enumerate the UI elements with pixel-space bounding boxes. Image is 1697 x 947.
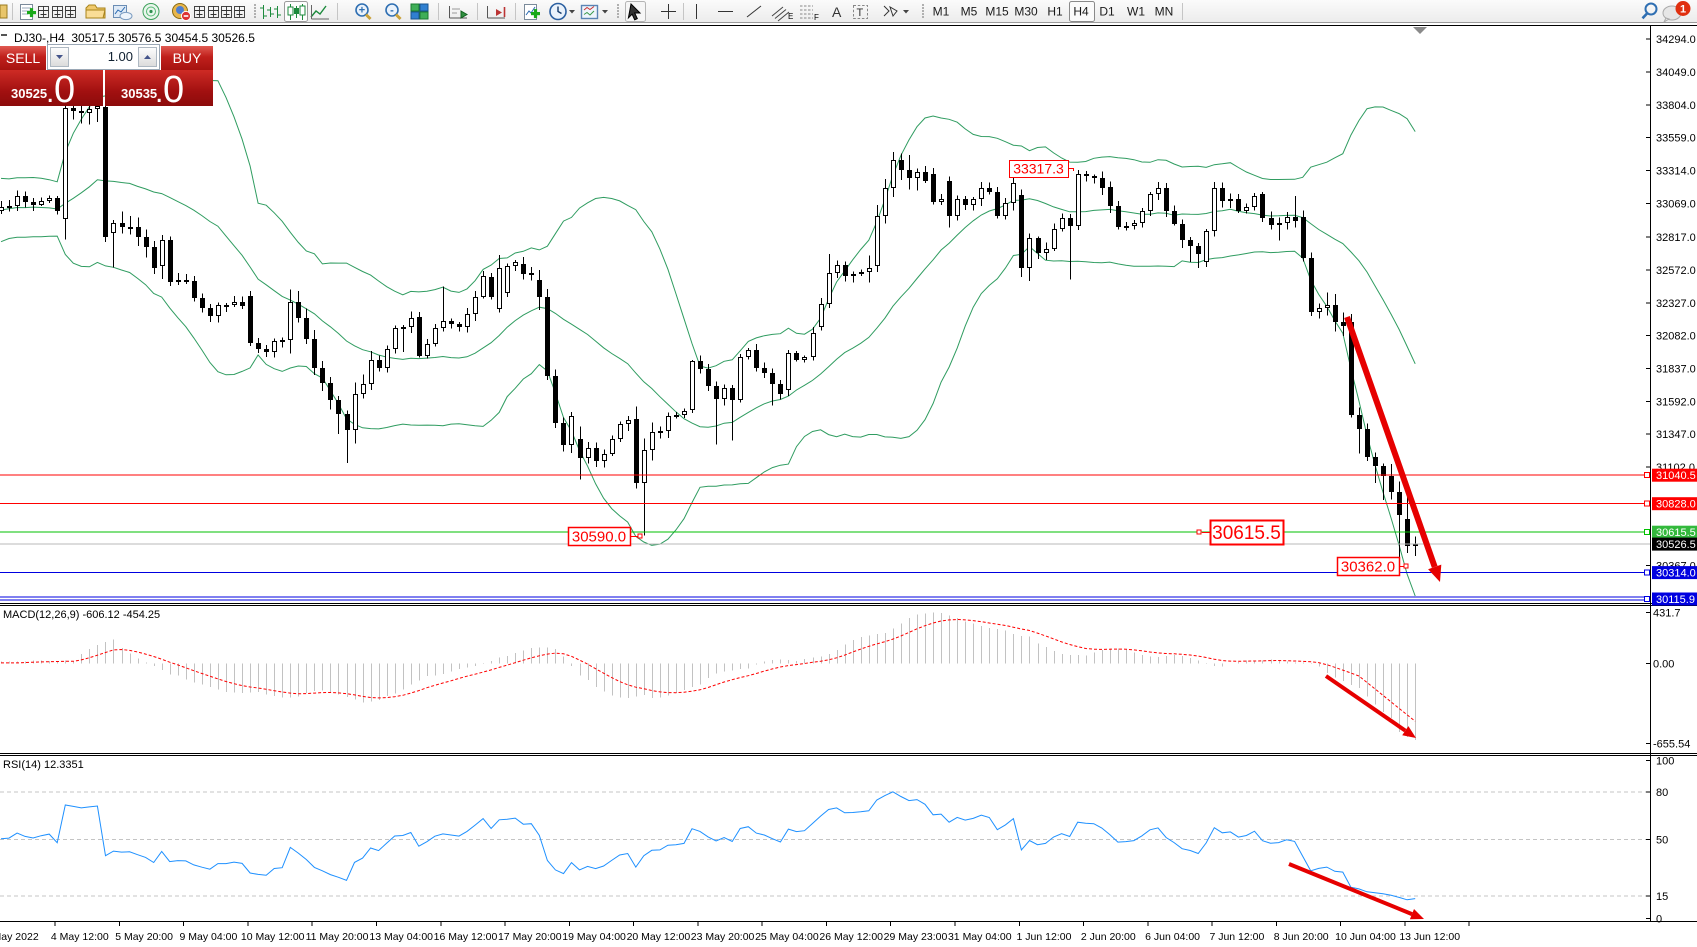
svg-text:1: 1 [1680,4,1686,16]
svg-text:30115.9: 30115.9 [1656,594,1695,606]
svg-text:F: F [814,13,819,22]
svg-text:30828.0: 30828.0 [1656,499,1696,511]
svg-text:M15: M15 [985,5,1009,19]
svg-text:16 May 12:00: 16 May 12:00 [434,931,498,943]
svg-text:32327.0: 32327.0 [1656,298,1696,310]
svg-text:23 May 20:00: 23 May 20:00 [691,931,755,943]
svg-text:30314.0: 30314.0 [1656,568,1696,580]
svg-text:1 Jun 12:00: 1 Jun 12:00 [1017,931,1072,943]
svg-text:31 May 04:00: 31 May 04:00 [948,931,1012,943]
svg-text:-655.54: -655.54 [1653,739,1690,751]
svg-text:34294.0: 34294.0 [1656,34,1696,46]
svg-text:8 Jun 20:00: 8 Jun 20:00 [1274,931,1329,943]
svg-text:10 May 12:00: 10 May 12:00 [241,931,305,943]
svg-text:13 May 04:00: 13 May 04:00 [369,931,433,943]
svg-text:H1: H1 [1047,5,1063,19]
svg-text:17 May 20:00: 17 May 20:00 [498,931,562,943]
svg-text:A: A [832,4,842,20]
svg-text:15: 15 [1656,891,1668,903]
svg-text:M1: M1 [933,5,950,19]
svg-text:MN: MN [1155,5,1174,19]
svg-text:26 May 12:00: 26 May 12:00 [819,931,883,943]
svg-text:D1: D1 [1099,5,1115,19]
svg-text:11 May 20:00: 11 May 20:00 [306,931,369,943]
svg-text:50: 50 [1656,834,1668,846]
svg-text:32817.0: 32817.0 [1656,232,1696,244]
svg-text:31040.5: 31040.5 [1656,470,1696,482]
svg-text:2 Jun 20:00: 2 Jun 20:00 [1081,931,1136,943]
svg-text:T: T [857,7,864,19]
svg-text:33069.0: 33069.0 [1656,198,1696,210]
svg-text:30590.0: 30590.0 [572,528,626,545]
svg-text:33314.0: 33314.0 [1656,166,1696,178]
svg-text:4 May 12:00: 4 May 12:00 [51,931,109,943]
svg-text:5 May 20:00: 5 May 20:00 [115,931,173,943]
svg-text:31837.0: 31837.0 [1656,363,1696,375]
svg-text:32572.0: 32572.0 [1656,265,1696,277]
svg-text:34049.0: 34049.0 [1656,67,1696,79]
svg-text:H4: H4 [1073,5,1089,19]
svg-text:33317.3: 33317.3 [1013,161,1064,177]
svg-text:+: + [359,5,365,17]
svg-text:7 Jun 12:00: 7 Jun 12:00 [1209,931,1264,943]
svg-text:30615.5: 30615.5 [1212,523,1281,544]
svg-text:E: E [788,12,793,21]
svg-text:431.7: 431.7 [1653,608,1681,620]
svg-text:33559.0: 33559.0 [1656,133,1696,145]
svg-text:33804.0: 33804.0 [1656,100,1696,112]
svg-text:30362.0: 30362.0 [1341,558,1395,575]
svg-text:MACD(12,26,9) -606.12 -454.25: MACD(12,26,9) -606.12 -454.25 [3,609,160,621]
svg-text:20 May 12:00: 20 May 12:00 [627,931,691,943]
svg-text:May 2022: May 2022 [0,931,39,943]
svg-text:32082.0: 32082.0 [1656,331,1696,343]
svg-text:30526.5: 30526.5 [1656,539,1696,551]
svg-text:31347.0: 31347.0 [1656,429,1696,441]
svg-text:100: 100 [1656,755,1674,767]
svg-text:6 Jun 04:00: 6 Jun 04:00 [1145,931,1200,943]
svg-text:9 May 04:00: 9 May 04:00 [180,931,238,943]
svg-text:RSI(14) 12.3351: RSI(14) 12.3351 [3,759,84,771]
svg-text:31592.0: 31592.0 [1656,396,1696,408]
svg-text:DJ30-,H4 30517.5 30576.5 3045: DJ30-,H4 30517.5 30576.5 30454.5 30526.5 [14,31,255,45]
svg-text:-: - [390,5,394,17]
svg-text:29 May 23:00: 29 May 23:00 [884,931,948,943]
svg-text:0.00: 0.00 [1653,659,1674,671]
svg-text:19 May 04:00: 19 May 04:00 [562,931,626,943]
svg-text:80: 80 [1656,787,1668,799]
svg-text:W1: W1 [1127,5,1145,19]
svg-text:13 Jun 12:00: 13 Jun 12:00 [1399,931,1460,943]
svg-text:10 Jun 04:00: 10 Jun 04:00 [1335,931,1396,943]
svg-text:M5: M5 [961,5,978,19]
svg-text:M30: M30 [1014,5,1038,19]
svg-text:30615.5: 30615.5 [1656,527,1696,539]
svg-text:0: 0 [1656,914,1662,926]
svg-text:25 May 04:00: 25 May 04:00 [755,931,819,943]
